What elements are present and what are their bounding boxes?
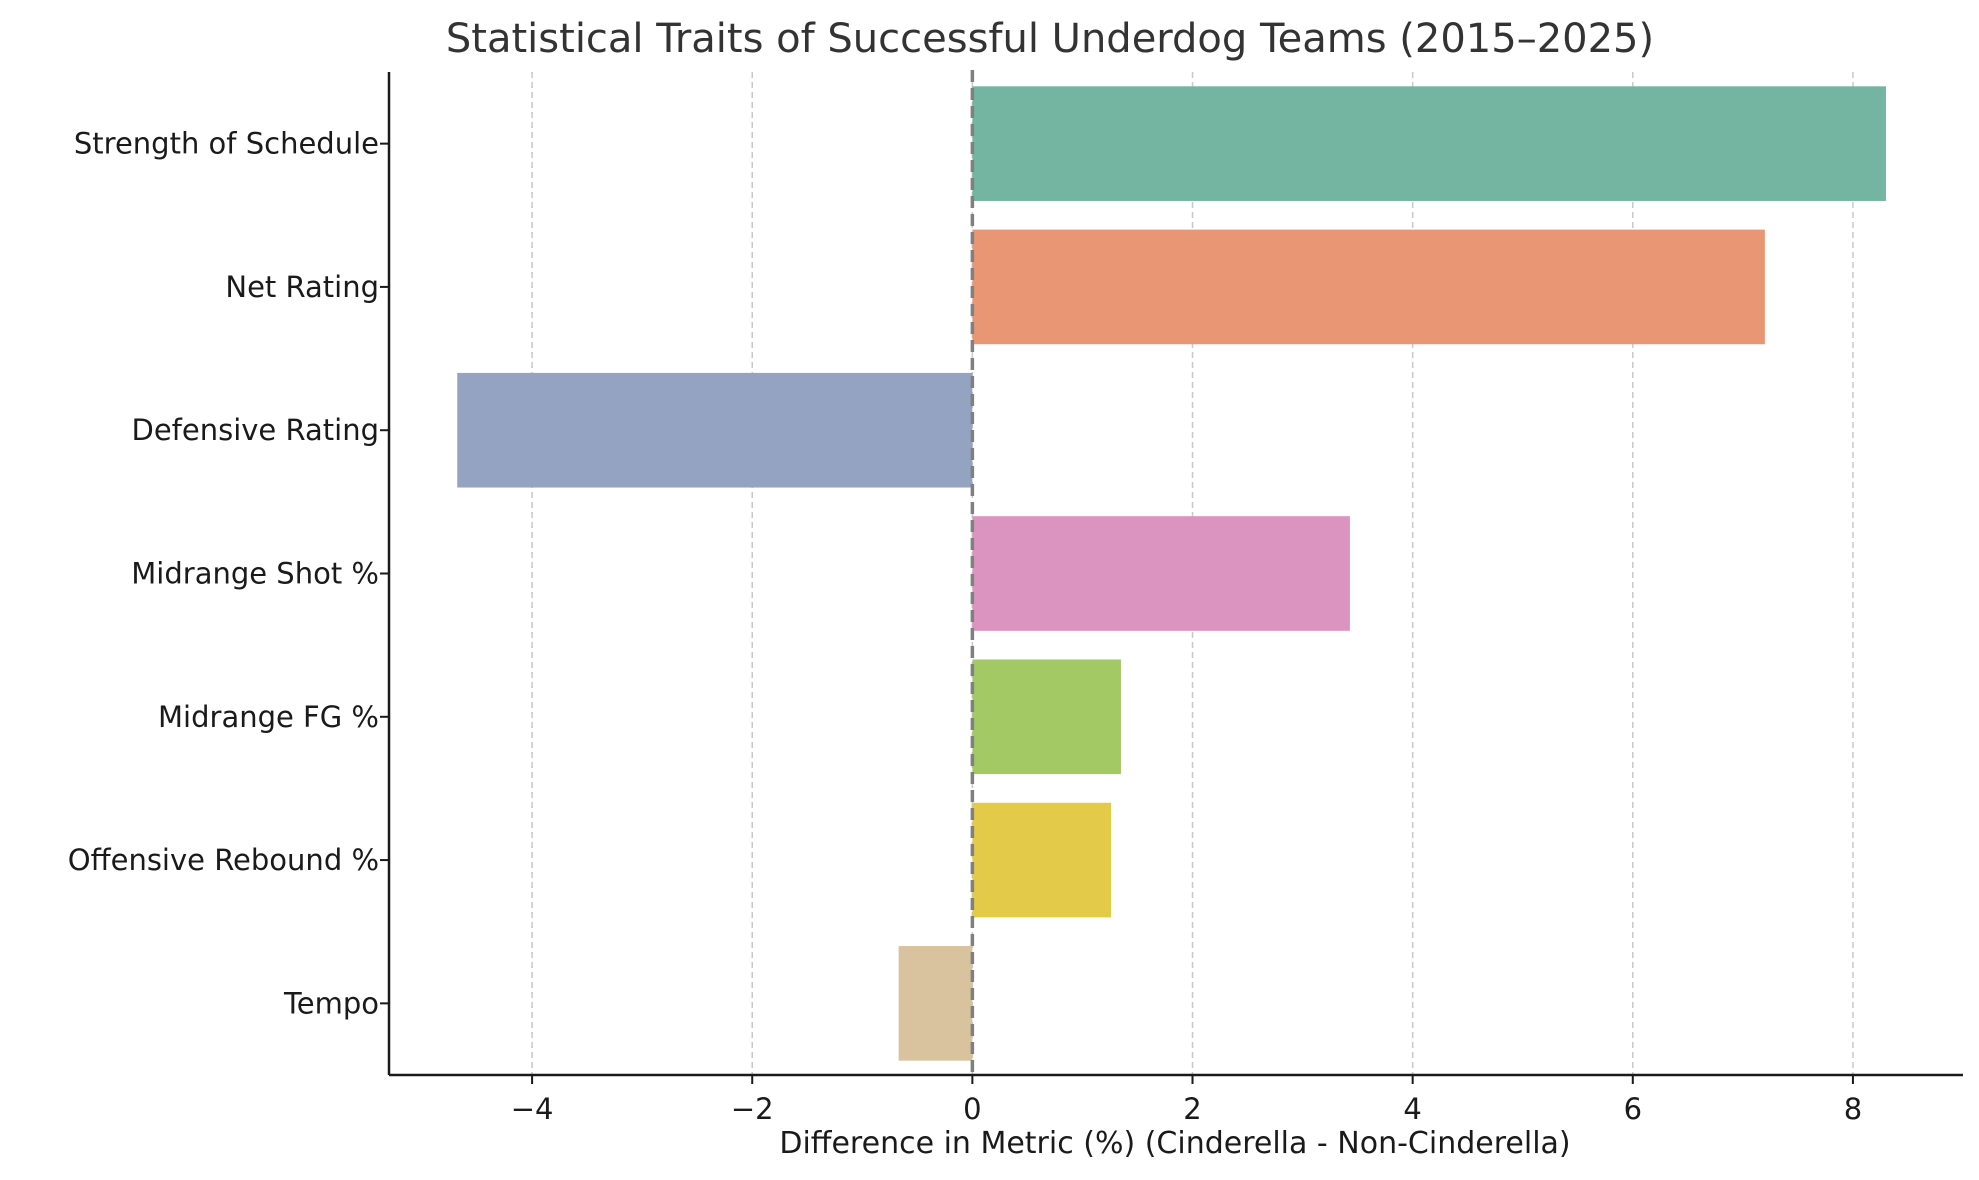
y-category-label: Offensive Rebound % <box>68 843 379 877</box>
y-category-label: Net Rating <box>225 270 379 304</box>
bar <box>972 802 1112 918</box>
x-axis-ticks: −4 −2 0 2 4 6 8 <box>511 1075 1862 1126</box>
y-category-label: Tempo <box>283 986 379 1020</box>
y-category-label: Midrange Shot % <box>131 557 379 591</box>
y-category-label: Defensive Rating <box>132 413 380 447</box>
bar <box>972 229 1765 345</box>
y-category-label: Strength of Schedule <box>74 127 379 161</box>
bar <box>457 372 973 488</box>
x-tick-label: −4 <box>511 1092 554 1126</box>
x-axis-label: Difference in Metric (%) (Cinderella - N… <box>779 1126 1570 1161</box>
x-tick-label: 8 <box>1844 1092 1862 1126</box>
x-tick-label: 6 <box>1624 1092 1642 1126</box>
bars <box>457 86 1886 1061</box>
x-tick-label: 4 <box>1403 1092 1421 1126</box>
y-category-label: Midrange FG % <box>158 700 379 734</box>
bar <box>898 946 973 1061</box>
bar <box>972 86 1886 201</box>
x-tick-label: 2 <box>1183 1092 1201 1126</box>
chart-title: Statistical Traits of Successful Underdo… <box>446 16 1654 62</box>
bar <box>972 659 1121 775</box>
y-axis-categories: Strength of Schedule Net Rating Defensive … <box>68 127 389 1020</box>
x-tick-label: 0 <box>963 1092 981 1126</box>
x-tick-label: −2 <box>731 1092 774 1126</box>
bar <box>972 516 1350 631</box>
